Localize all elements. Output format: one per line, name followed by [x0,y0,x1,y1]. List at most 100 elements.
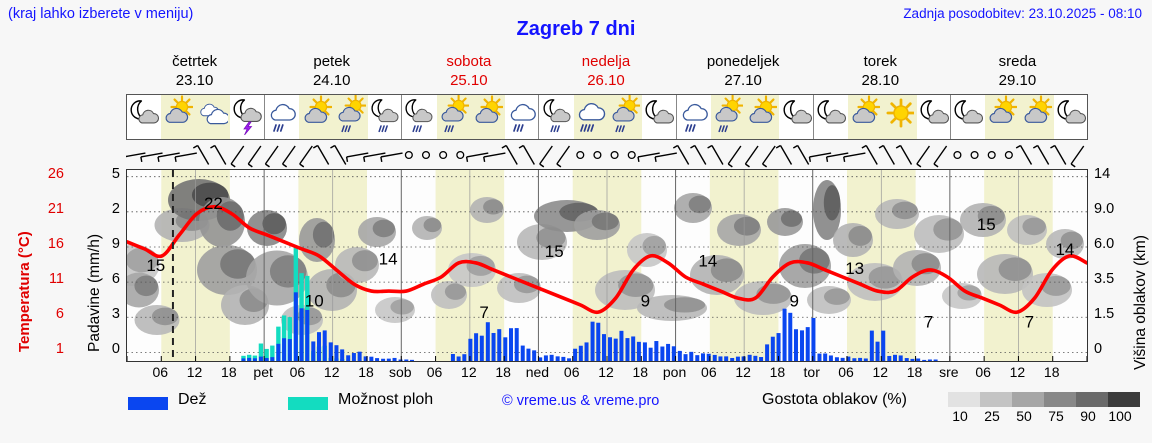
svg-text:7: 7 [1025,313,1034,332]
icon-day-group-4 [538,94,676,139]
x-tick-1: 06 [152,364,169,380]
legend: Dež Možnost ploh © vreme.us & vreme.pro … [0,388,1152,428]
cloud-density-tick-100: 100 [1108,408,1132,424]
sun-cloud-icon [985,95,1019,137]
x-tick-21: 06 [838,364,854,380]
icon-day-group-2 [264,94,402,139]
cloud-rain-icon [677,95,711,137]
cloud-density-swatch-25 [980,392,1012,407]
day-name: nedelja [581,53,631,70]
day-header-6: torek 28.10 [812,52,949,92]
sun-cloud-rain-icon [334,94,368,137]
x-tick-2: 12 [186,364,203,380]
x-tick-9: 06 [426,364,443,380]
cloud-density-swatch-75 [1044,392,1076,407]
sun-cloud-rain-icon [711,94,745,137]
meteogram-plot: 15 22 10 14 7 15 9 14 9 13 7 15 7 14 [126,169,1088,362]
cloud-rain-icon [505,95,539,137]
sun-cloud-icon [299,95,333,137]
x-tick-3: 18 [221,364,237,380]
icon-day-group-7 [949,95,1088,139]
cloud-height-tick-6: 0 [1094,341,1103,358]
moon-cloud-icon [642,95,676,137]
x-tick-12: ned [525,364,550,380]
moon-cloud-icon [127,95,161,137]
x-tick-8: sob [388,364,412,380]
moon-cloud-rain-icon [368,95,402,137]
svg-text:9: 9 [789,292,798,311]
x-tick-24: sre [939,364,959,380]
day-name: sreda [998,53,1037,70]
moon-cloud-rain-icon [539,95,573,137]
cloud-density-legend-label: Gostota oblakov (%) [762,391,907,408]
cloud-density-swatch-50 [1012,392,1044,407]
svg-text:22: 22 [204,194,223,213]
day-date: 23.10 [175,72,214,89]
x-tick-26: 12 [1009,364,1026,380]
moon-cloud-icon [814,95,848,137]
moon-cloud-icon [917,95,951,137]
svg-text:10: 10 [305,292,324,311]
svg-text:7: 7 [924,313,933,332]
sun-cloud-icon [848,95,882,137]
cloud-rain-heavy-icon [574,95,608,137]
rain-legend-swatch [128,397,168,410]
svg-text:15: 15 [977,215,996,234]
cloud-height-tick-1: 14 [1094,165,1111,182]
temperature-tick-5: 6 [55,306,64,323]
sun-icon [882,95,916,137]
day-header-5: ponedeljek 27.10 [675,52,812,92]
wind-barb-row [123,141,1088,169]
temperature-tick-6: 1 [55,341,64,358]
location-menu-note[interactable]: (kraj lahko izberete v meniju) [8,6,194,22]
day-name: ponedeljek [706,53,780,70]
icon-day-group-6 [812,95,951,139]
svg-text:13: 13 [845,259,864,278]
cloud-height-tick-5: 1.5 [1094,306,1115,323]
cloud-density-tick-75: 75 [1048,408,1064,424]
x-tick-20: tor [803,364,820,380]
cloud-density-swatch-10 [948,392,980,407]
page-title: Zagreb 7 dni [516,18,636,40]
cloud-density-swatch-100 [1108,392,1140,407]
temperature-tick-1: 26 [47,165,64,182]
day-header-3: sobota 25.10 [400,52,537,92]
day-date: 28.10 [861,72,900,89]
day-header-strip: četrtek 23.10 petek 24.10 sobota 25.10 nedelja… [126,52,1088,92]
precipitation-tick-1: 5 [111,165,120,182]
svg-text:9: 9 [641,292,650,311]
x-tick-4: pet [253,364,273,380]
cloud-density-scale [948,392,1140,407]
day-name: četrtek [172,53,218,70]
x-tick-13: 06 [563,364,580,380]
moon-cloud-icon [1054,95,1088,137]
sun-cloud-rain-icon [608,94,642,137]
day-header-2: petek 24.10 [263,52,400,92]
precipitation-tick-2: 2 [111,200,120,217]
sun-cloud-rain-icon [437,94,471,137]
x-tick-5: 06 [289,364,306,380]
cloud-height-tick-2: 9.0 [1094,200,1115,217]
cloud-height-tick-3: 6.0 [1094,235,1115,252]
x-tick-27: 18 [1043,364,1060,380]
x-tick-6: 12 [323,364,340,380]
cloud-height-axis-title: Višina oblakov (km) [1132,235,1149,370]
svg-text:14: 14 [698,251,717,270]
temperature-tick-4: 11 [48,271,64,288]
sun-cloud-icon [161,95,195,137]
shower-legend-swatch [288,397,328,410]
x-tick-23: 18 [906,364,923,380]
svg-text:15: 15 [146,256,165,275]
x-tick-17: 06 [701,364,717,380]
cloud-density-tick-50: 50 [1016,408,1032,424]
temperature-tick-2: 21 [47,200,64,217]
x-tick-15: 18 [632,364,649,380]
icon-day-group-1 [127,95,264,139]
day-date: 29.10 [998,72,1037,89]
svg-text:14: 14 [379,250,398,269]
x-tick-25: 06 [975,364,991,380]
x-tick-10: 12 [461,364,477,380]
cloud-icon [196,95,230,137]
credit-link[interactable]: © vreme.us & vreme.pro [502,393,660,409]
